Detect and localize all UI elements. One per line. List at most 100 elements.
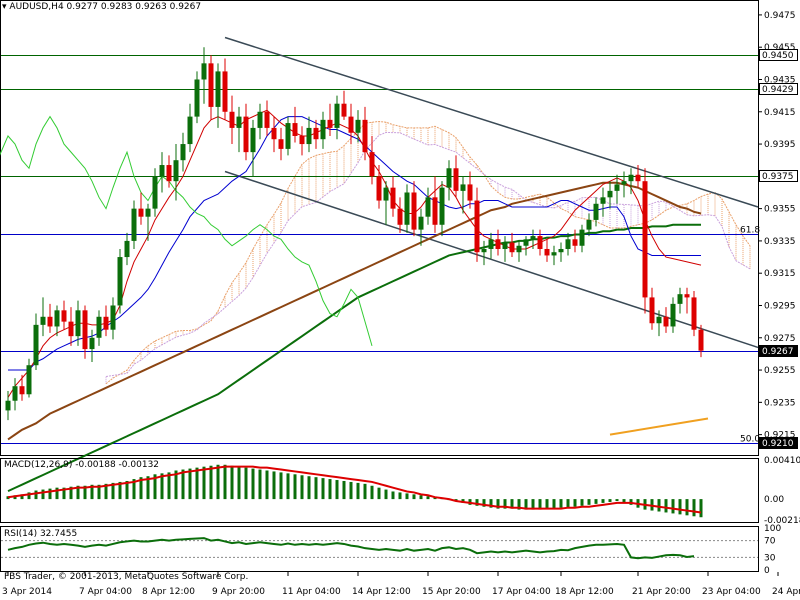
candle-body[interactable] [229, 111, 235, 128]
candle-body[interactable] [537, 236, 543, 249]
candle-body[interactable] [166, 165, 172, 182]
price-pane[interactable]: 61.8 50.0 0.9475 0.9455 0.9435 0.9415 0.9395 0.… [0, 0, 796, 493]
candle-body[interactable] [257, 111, 263, 128]
candle-body[interactable] [488, 239, 494, 249]
candle-body[interactable] [523, 239, 529, 246]
candle-body[interactable] [565, 239, 571, 249]
candle-body[interactable] [677, 294, 683, 304]
candle-body[interactable] [621, 181, 627, 185]
candle-body[interactable] [341, 103, 347, 117]
candle-body[interactable] [5, 400, 11, 411]
candle-body[interactable] [313, 127, 319, 140]
candle-body[interactable] [516, 245, 522, 253]
candle-body[interactable] [397, 208, 403, 225]
candle-body[interactable] [173, 160, 179, 182]
candle-body[interactable] [299, 135, 305, 145]
candle-body[interactable] [152, 176, 158, 209]
candle-body[interactable] [222, 71, 228, 112]
candle-body[interactable] [411, 192, 417, 230]
candle-body[interactable] [369, 152, 375, 177]
candle-body[interactable] [642, 181, 648, 298]
candle-body[interactable] [19, 386, 25, 395]
collapse-triangle-icon[interactable]: ▾ [2, 2, 7, 12]
candle-body[interactable] [236, 116, 242, 128]
candle-body[interactable] [530, 236, 536, 240]
candle-body[interactable] [572, 239, 578, 246]
candle-body[interactable] [362, 119, 368, 153]
candle-body[interactable] [278, 139, 284, 149]
candle-body[interactable] [390, 187, 396, 209]
macd-pane[interactable]: 0.00410 0.00 -0.00218 [0, 456, 800, 526]
candle-body[interactable] [425, 197, 431, 217]
candle-body[interactable] [117, 257, 123, 306]
candle-body[interactable] [383, 187, 389, 201]
candle-body[interactable] [159, 165, 165, 177]
candle-body[interactable] [201, 63, 207, 80]
candle-body[interactable] [320, 119, 326, 140]
trendline-lower[interactable] [224, 170, 759, 349]
candle-body[interactable] [698, 329, 704, 351]
candle-body[interactable] [89, 337, 95, 350]
candle-body[interactable] [180, 144, 186, 161]
candle-body[interactable] [404, 192, 410, 225]
candle-body[interactable] [558, 248, 564, 253]
candle-body[interactable] [208, 63, 214, 107]
candle-body[interactable] [446, 168, 452, 188]
candle-body[interactable] [12, 386, 18, 401]
candle-body[interactable] [110, 305, 116, 330]
candle-body[interactable] [187, 116, 193, 145]
candle-body[interactable] [215, 71, 221, 107]
candle-body[interactable] [61, 310, 67, 322]
candle-body[interactable] [649, 297, 655, 324]
candle-body[interactable] [635, 174, 641, 182]
candle-body[interactable] [33, 324, 39, 366]
candle-body[interactable] [292, 123, 298, 136]
candle-body[interactable] [418, 216, 424, 230]
rsi-pane[interactable]: 100 70 30 0 [0, 524, 782, 576]
candle-body[interactable] [460, 184, 466, 191]
candle-body[interactable] [243, 116, 249, 153]
candle-body[interactable] [348, 116, 354, 133]
candle-body[interactable] [544, 248, 550, 256]
candle-body[interactable] [285, 123, 291, 149]
candle-body[interactable] [663, 316, 669, 327]
candle-body[interactable] [138, 208, 144, 217]
candle-body[interactable] [439, 187, 445, 225]
candle-body[interactable] [600, 197, 606, 204]
candle-body[interactable] [264, 111, 270, 128]
candle-body[interactable] [628, 174, 634, 182]
candle-body[interactable] [432, 197, 438, 225]
candle-body[interactable] [551, 252, 557, 256]
candle-body[interactable] [327, 119, 333, 128]
candle-body[interactable] [334, 103, 340, 128]
candle-body[interactable] [271, 127, 277, 140]
candle-body[interactable] [194, 79, 200, 117]
candle-body[interactable] [26, 365, 32, 395]
candle-body[interactable] [355, 119, 361, 133]
candle-body[interactable] [145, 208, 151, 217]
candle-body[interactable] [481, 248, 487, 253]
candle-body[interactable] [579, 229, 585, 246]
candle-body[interactable] [82, 310, 88, 350]
candle-body[interactable] [54, 310, 60, 327]
candle-body[interactable] [376, 176, 382, 201]
candle-body[interactable] [670, 303, 676, 327]
candle-body[interactable] [474, 200, 480, 253]
candle-body[interactable] [124, 240, 130, 258]
candle-body[interactable] [103, 316, 109, 330]
candle-body[interactable] [250, 127, 256, 153]
candle-body[interactable] [509, 242, 515, 253]
candles[interactable] [5, 47, 704, 421]
candle-body[interactable] [614, 184, 620, 191]
candle-body[interactable] [691, 297, 697, 330]
candle-body[interactable] [47, 316, 53, 327]
candle-body[interactable] [453, 168, 459, 191]
candle-body[interactable] [131, 208, 137, 241]
candle-body[interactable] [306, 127, 312, 145]
candle-body[interactable] [656, 316, 662, 324]
candle-body[interactable] [607, 190, 613, 198]
candle-body[interactable] [502, 242, 508, 249]
candle-body[interactable] [40, 316, 46, 325]
candle-body[interactable] [75, 310, 81, 337]
